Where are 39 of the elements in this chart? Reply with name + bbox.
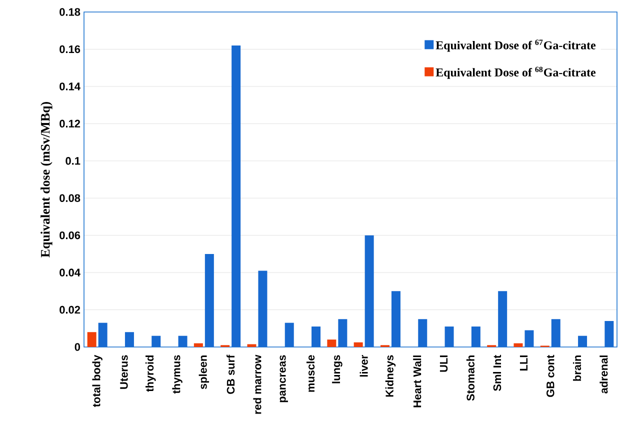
x-tick-label: Kidneys: [385, 355, 396, 397]
x-tick-label: Uterus: [120, 355, 128, 389]
x-tick-label: spleen: [198, 355, 210, 390]
y-tick-label: 0.06: [60, 231, 80, 240]
x-tick-label: total body: [92, 354, 102, 407]
y-tick-label: 0.16: [60, 45, 80, 54]
y-tick-label: 0.12: [60, 120, 80, 128]
bar: [514, 343, 523, 347]
x-tick-label: muscle: [306, 355, 315, 392]
x-tick-label: red marrow: [253, 354, 262, 414]
legend-label: Equivalent Dose of $^{68}$Ga-citrate: [436, 66, 596, 79]
x-tick-label: liver: [360, 354, 368, 377]
y-axis-title: Equivalent dose (mSv/MBq): [40, 102, 52, 258]
legend-label: Equivalent Dose of $^{67}$Ga-citrate: [436, 40, 596, 52]
x-tick-label: lungs: [332, 355, 342, 384]
x-tick-label: Stomach: [466, 355, 474, 401]
y-tick-label: 0.02: [60, 306, 80, 314]
x-tick-label: adrenal: [600, 356, 608, 394]
y-tick-label: 0: [74, 343, 80, 351]
x-tick-label: GB cont: [546, 354, 554, 397]
x-tick-label: brain: [573, 355, 582, 381]
y-tick-label: 0.18: [60, 8, 80, 16]
bar: [87, 332, 96, 347]
x-tick-label: CB surf: [226, 354, 235, 394]
bar: [327, 340, 336, 347]
bar: [247, 344, 256, 347]
x-tick-label: LLI: [520, 356, 528, 370]
y-tick-label: 0.08: [60, 194, 80, 202]
y-tick-label: 0.1: [66, 157, 80, 165]
y-tick-label: 0.04: [60, 268, 80, 276]
x-tick-label: thyroid: [146, 355, 156, 392]
x-tick-label: Heart Wall: [413, 356, 422, 408]
bar: [354, 342, 363, 347]
x-tick-label: Sml Int: [493, 354, 502, 391]
x-tick-label: thymus: [172, 355, 182, 394]
x-tick-label: ULI: [440, 356, 448, 372]
y-tick-label: 0.14: [60, 82, 80, 90]
bar: [194, 343, 203, 347]
x-tick-label: pancreas: [280, 355, 288, 402]
